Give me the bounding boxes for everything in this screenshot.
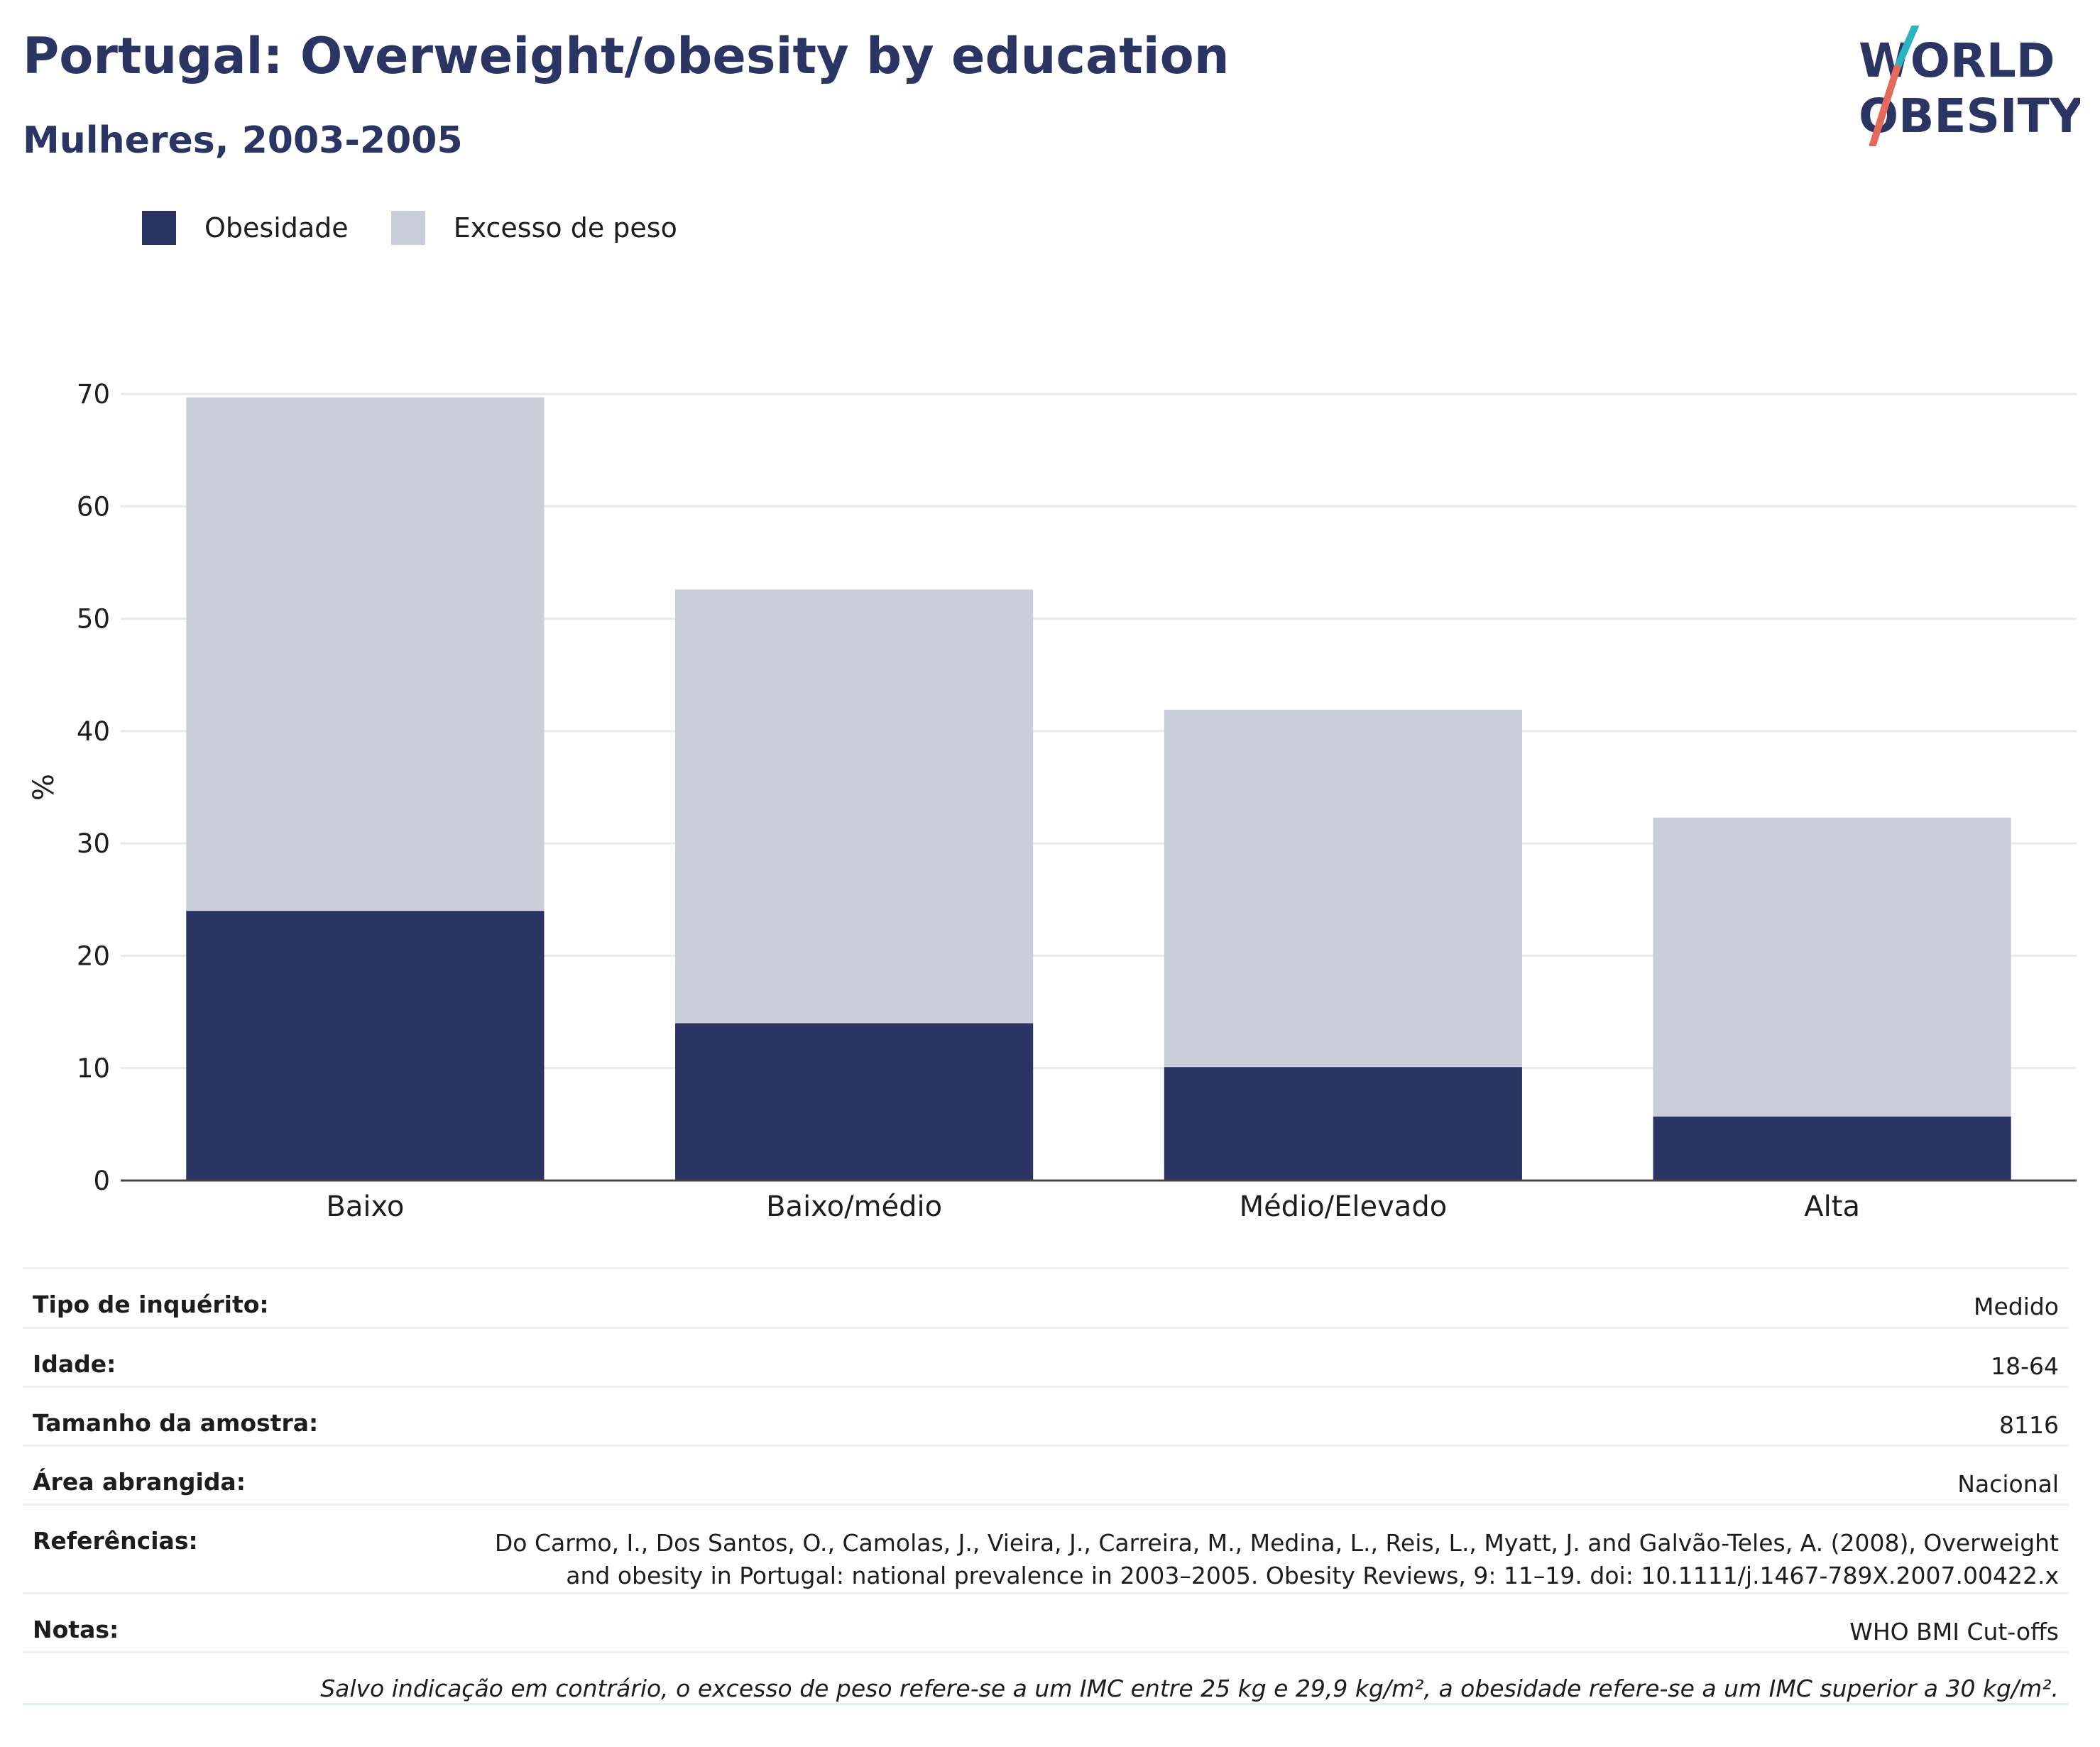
legend-item-overweight[interactable]: Excesso de peso	[390, 211, 677, 245]
y-tick-label: 70	[77, 379, 110, 410]
meta-row-sample-size: Tamanho da amostra: 8116	[23, 1386, 2069, 1445]
page-subtitle: Mulheres, 2003-2005	[23, 119, 463, 162]
legend-swatch-obesity	[142, 211, 176, 245]
chart-legend: Obesidade Excesso de peso	[142, 210, 720, 246]
bar-overweight	[1164, 709, 1522, 1068]
legend-label-obesity: Obesidade	[204, 212, 349, 243]
meta-value: Medido	[1973, 1293, 2059, 1320]
logo-text-world: WORLD	[1859, 33, 2055, 88]
bar-obesity	[186, 911, 545, 1181]
y-tick-label: 20	[77, 941, 110, 971]
y-tick-label: 10	[77, 1053, 110, 1084]
footnote: Salvo indicação em contrário, o excesso …	[23, 1651, 2069, 1705]
metadata-table: Tipo de inquérito: Medido Idade: 18-64 T…	[23, 1267, 2069, 1705]
world-obesity-logo: WORLD OBESITY	[1859, 26, 2080, 146]
logo-text-obesity: OBESITY	[1859, 89, 2080, 143]
legend-label-overweight: Excesso de peso	[453, 212, 677, 243]
meta-value: Nacional	[1957, 1470, 2059, 1498]
x-tick-label: Baixo/médio	[766, 1190, 942, 1223]
logo-slash-top	[1893, 26, 1919, 72]
bar-obesity	[1653, 1116, 2011, 1181]
reference-line-1: Do Carmo, I., Dos Santos, O., Camolas, J…	[494, 1529, 2059, 1557]
bar-overweight	[186, 397, 545, 911]
x-tick-label: Médio/Elevado	[1240, 1190, 1448, 1223]
meta-row-references: Referências: Do Carmo, I., Dos Santos, O…	[23, 1504, 2069, 1592]
x-tick-label: Baixo	[326, 1190, 404, 1223]
y-axis-label: %	[28, 774, 60, 801]
bar-obesity	[675, 1023, 1034, 1181]
bar-obesity	[1164, 1067, 1522, 1181]
meta-value-references: Do Carmo, I., Dos Santos, O., Camolas, J…	[495, 1527, 2059, 1592]
meta-label: Tamanho da amostra:	[33, 1409, 319, 1437]
meta-row-survey-type: Tipo de inquérito: Medido	[23, 1267, 2069, 1327]
meta-value: WHO BMI Cut-offs	[1849, 1618, 2059, 1645]
bar-overweight	[1653, 817, 2011, 1117]
meta-label: Tipo de inquérito:	[33, 1291, 269, 1318]
y-tick-label: 50	[77, 604, 110, 635]
meta-label: Área abrangida:	[33, 1468, 246, 1496]
stacked-bar-chart: 0 10 20 30 40 50 60 70% Baixo Baixo/médio Médio/El…	[28, 379, 2077, 1223]
x-tick-label: Alta	[1804, 1190, 1860, 1223]
y-tick-label: 0	[93, 1166, 110, 1196]
y-tick-label: 40	[77, 716, 110, 747]
meta-value: 8116	[1999, 1411, 2059, 1439]
meta-row-notes: Notas: WHO BMI Cut-offs	[23, 1592, 2069, 1651]
logo-slash-bottom	[1869, 65, 1901, 146]
page-title: Portugal: Overweight/obesity by educatio…	[23, 27, 1230, 85]
y-tick-label: 30	[77, 828, 110, 859]
y-tick-label: 60	[77, 491, 110, 522]
meta-row-area: Área abrangida: Nacional	[23, 1445, 2069, 1504]
meta-value: 18-64	[1991, 1352, 2059, 1380]
meta-row-age: Idade: 18-64	[23, 1327, 2069, 1386]
meta-label: Notas:	[33, 1616, 119, 1643]
meta-label: Idade:	[33, 1350, 116, 1378]
meta-label: Referências:	[33, 1527, 198, 1555]
legend-item-obesity[interactable]: Obesidade	[142, 211, 349, 245]
legend-swatch-overweight	[390, 211, 425, 245]
reference-line-2: and obesity in Portugal: national preval…	[566, 1562, 2059, 1589]
bar-overweight	[675, 589, 1034, 1024]
